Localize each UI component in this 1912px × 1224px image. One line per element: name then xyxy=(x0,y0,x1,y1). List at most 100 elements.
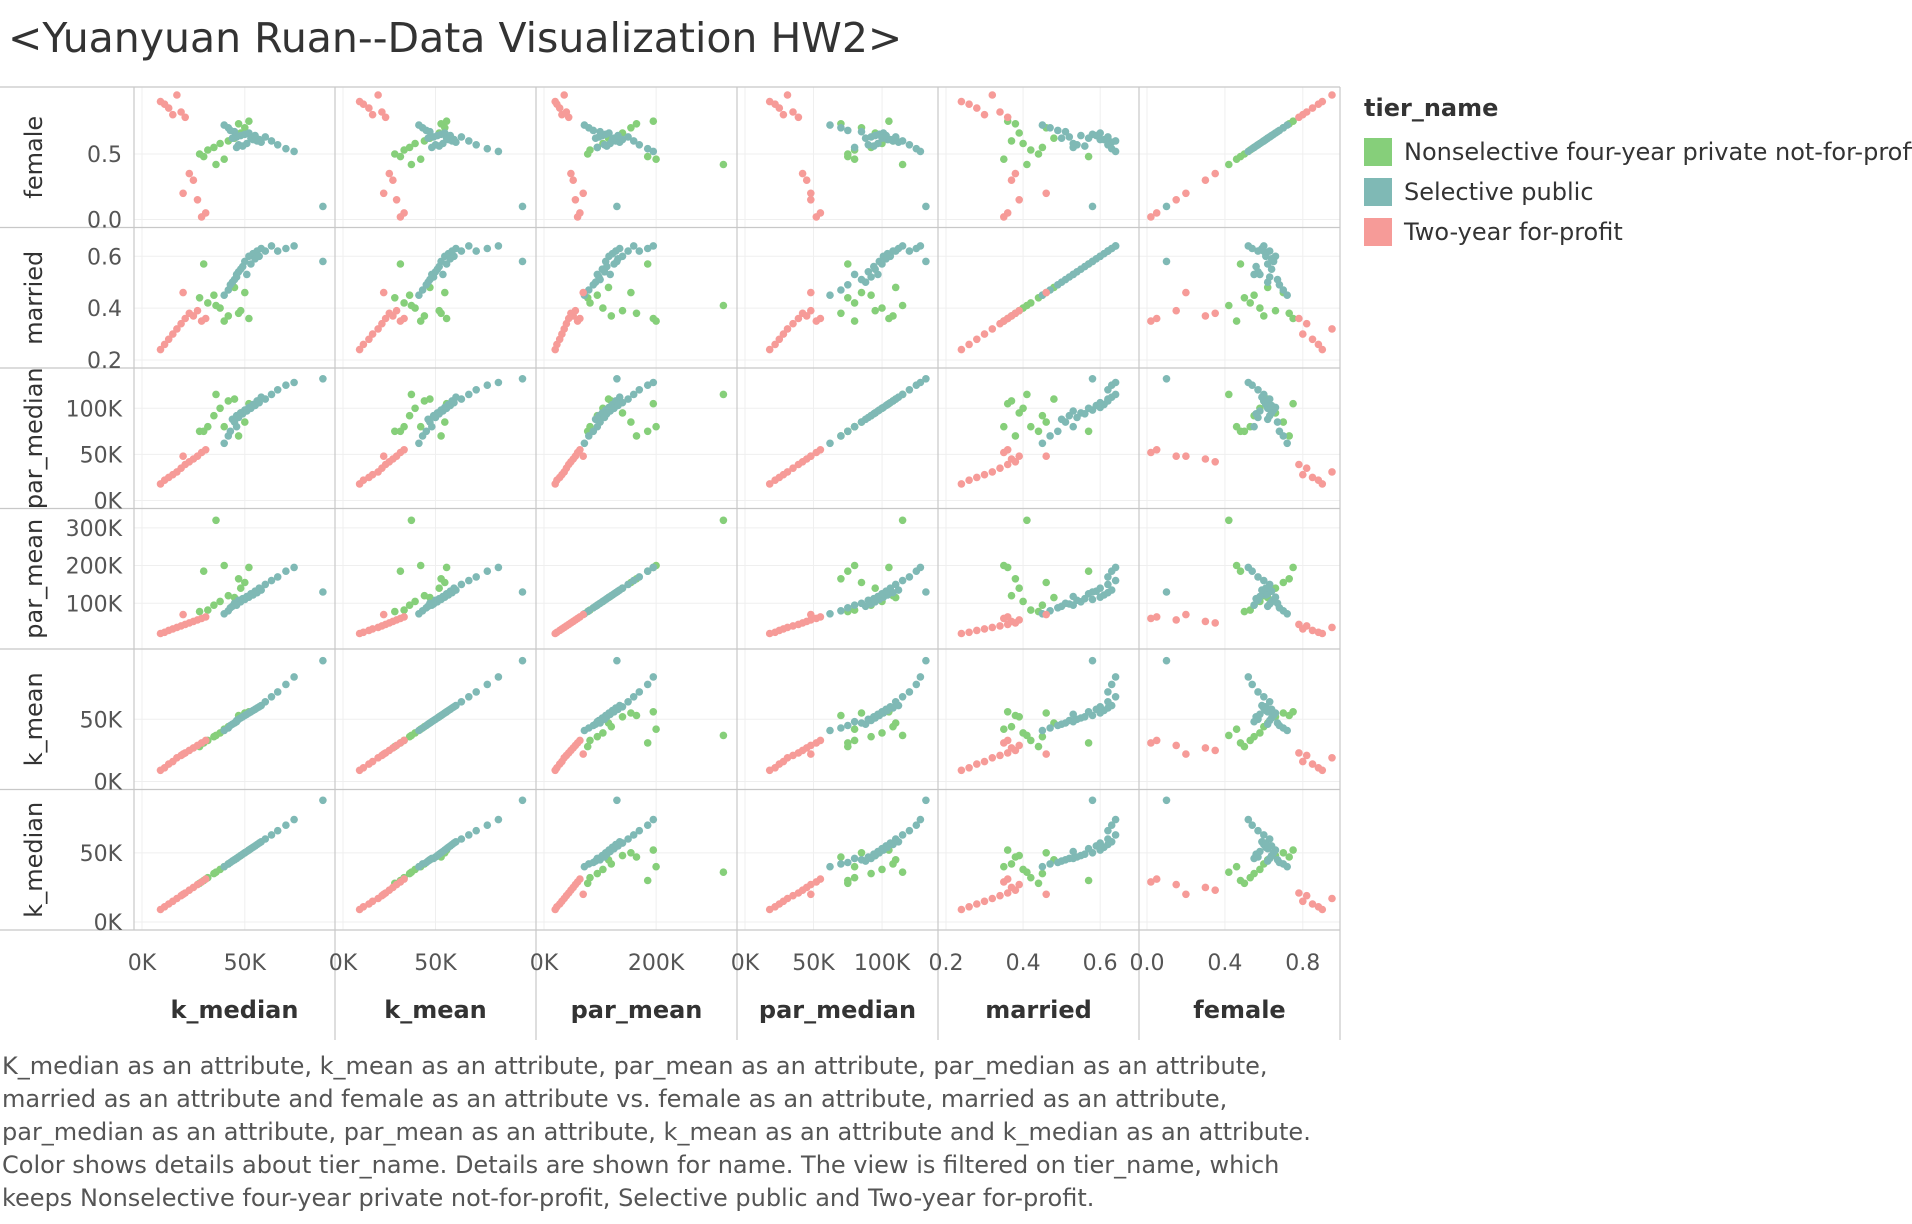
data-point xyxy=(719,731,728,740)
data-point xyxy=(177,108,185,116)
y-tick-label: 0.5 xyxy=(87,143,122,168)
data-point xyxy=(1007,883,1016,892)
data-point xyxy=(912,680,921,689)
data-point xyxy=(204,606,212,614)
data-point xyxy=(494,815,503,824)
data-point xyxy=(428,270,436,279)
data-point xyxy=(1054,281,1062,289)
data-point xyxy=(850,143,859,152)
data-point xyxy=(1254,826,1262,835)
data-point xyxy=(1308,760,1317,768)
data-point xyxy=(220,121,228,129)
data-point xyxy=(613,796,621,805)
data-point xyxy=(1265,395,1274,403)
data-point xyxy=(457,133,466,141)
data-point xyxy=(867,291,875,300)
data-point xyxy=(415,439,423,448)
data-point xyxy=(1007,744,1016,752)
data-point xyxy=(1003,399,1012,408)
data-point xyxy=(965,903,973,911)
data-point xyxy=(290,242,298,250)
data-point xyxy=(1250,143,1258,152)
data-point xyxy=(379,452,388,461)
data-point xyxy=(220,155,228,163)
x-tick-label: 0.0 xyxy=(1130,951,1165,976)
data-point xyxy=(226,858,235,867)
data-point xyxy=(779,330,788,338)
data-point xyxy=(579,288,587,297)
data-point xyxy=(518,656,527,665)
data-point xyxy=(267,390,276,399)
data-point xyxy=(282,144,290,153)
data-point xyxy=(1042,189,1050,198)
data-point xyxy=(201,613,210,621)
y-tick-label: 0K xyxy=(94,911,123,936)
data-point xyxy=(886,703,895,711)
data-point xyxy=(1279,286,1288,294)
data-point xyxy=(874,270,882,279)
data-point xyxy=(1152,209,1161,217)
data-point xyxy=(1225,390,1233,399)
data-point xyxy=(1314,764,1323,772)
data-point xyxy=(1162,796,1171,805)
data-point xyxy=(965,100,973,108)
data-point xyxy=(212,301,220,310)
legend-item[interactable]: Two-year for-profit xyxy=(1364,212,1912,252)
data-point xyxy=(261,580,270,589)
data-point xyxy=(220,561,228,570)
data-point xyxy=(160,340,169,349)
data-point xyxy=(789,464,797,473)
legend-item[interactable]: Selective public xyxy=(1364,172,1912,212)
data-point xyxy=(1201,455,1210,463)
data-point xyxy=(719,390,728,399)
data-point xyxy=(1107,586,1116,594)
data-point xyxy=(428,854,436,863)
data-point xyxy=(624,698,632,706)
data-point xyxy=(586,873,594,882)
data-point xyxy=(359,340,368,349)
data-point xyxy=(1111,563,1120,572)
data-point xyxy=(216,404,224,413)
data-point xyxy=(850,317,859,325)
data-point xyxy=(629,137,638,145)
data-point xyxy=(1038,726,1047,735)
data-point xyxy=(555,104,564,112)
data-point xyxy=(649,708,658,716)
data-point xyxy=(605,129,613,137)
data-point xyxy=(988,91,997,99)
data-point xyxy=(844,604,852,612)
data-point xyxy=(472,386,481,394)
data-point xyxy=(1054,126,1062,135)
data-point xyxy=(1267,254,1276,263)
data-point xyxy=(576,446,584,454)
column-label: married xyxy=(985,996,1092,1024)
data-point xyxy=(1328,894,1336,903)
data-point xyxy=(1283,726,1291,735)
x-tick-label: 0K xyxy=(731,951,760,976)
data-point xyxy=(1273,418,1282,426)
data-point xyxy=(1260,693,1268,701)
data-point xyxy=(643,567,652,575)
data-point xyxy=(618,839,627,847)
data-point xyxy=(922,656,930,665)
data-point xyxy=(1147,448,1155,457)
data-point xyxy=(494,242,503,250)
data-point xyxy=(1302,108,1311,116)
legend-item[interactable]: Nonselective four-year private not-for-p… xyxy=(1364,132,1912,172)
data-point xyxy=(1019,597,1027,606)
data-point xyxy=(1267,705,1276,714)
data-point xyxy=(1054,604,1062,612)
data-point xyxy=(1023,390,1031,399)
data-point xyxy=(1042,890,1050,899)
data-point xyxy=(255,584,263,592)
data-point xyxy=(857,578,866,587)
data-point xyxy=(593,422,602,431)
data-point xyxy=(1302,751,1311,760)
data-point xyxy=(1042,418,1050,426)
data-point xyxy=(261,133,270,141)
data-point xyxy=(156,345,165,354)
data-point xyxy=(1038,732,1047,741)
data-point xyxy=(1081,410,1089,418)
data-point xyxy=(807,452,815,461)
data-point xyxy=(234,309,243,318)
